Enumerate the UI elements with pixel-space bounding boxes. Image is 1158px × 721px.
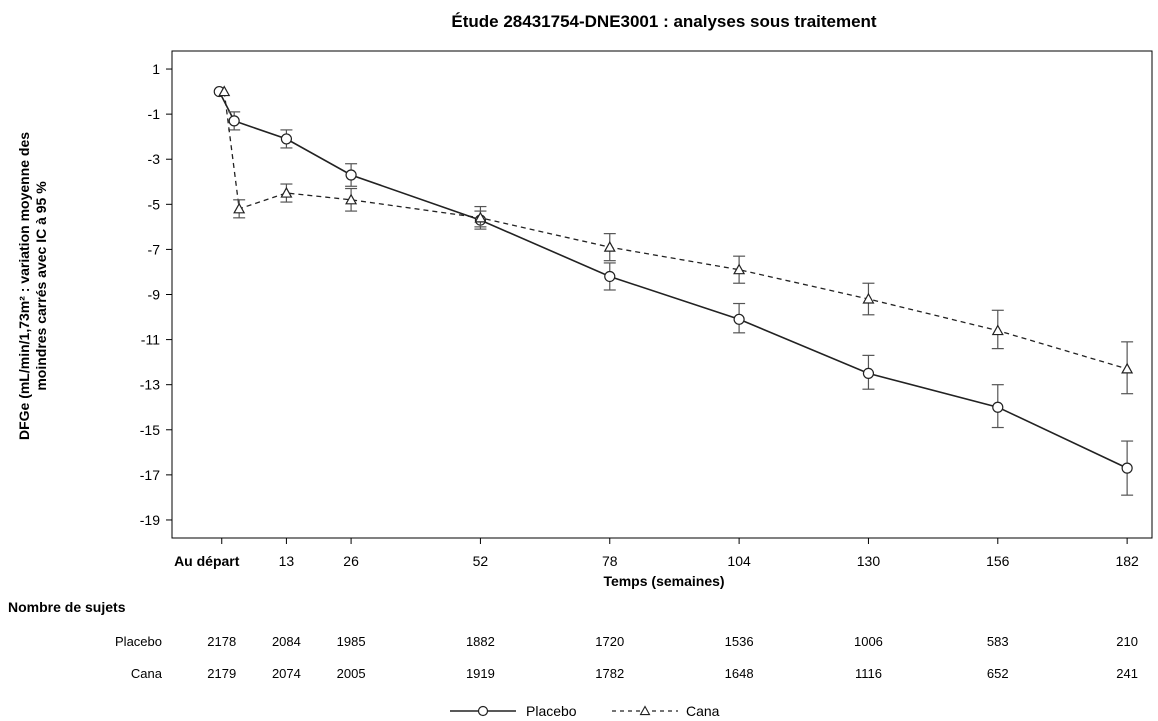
subjects-table-heading: Nombre de sujets: [8, 599, 126, 615]
subjects-count: 1882: [466, 634, 495, 649]
y-tick-label: -7: [148, 241, 161, 257]
data-point-cana: [280, 186, 293, 198]
legend-marker-placebo: [477, 705, 489, 717]
subjects-count: 1782: [595, 666, 624, 681]
subjects-count: 2178: [207, 634, 236, 649]
data-point-cana: [474, 211, 487, 223]
subjects-count: 1648: [725, 666, 754, 681]
series-line-cana: [223, 91, 1128, 370]
subjects-count: 2084: [272, 634, 301, 649]
y-tick-label: -13: [140, 377, 160, 393]
data-point-placebo: [992, 401, 1004, 413]
y-tick-label: -1: [148, 106, 161, 122]
data-point-cana: [991, 324, 1004, 336]
legend: Placebo Cana: [450, 703, 720, 719]
data-point-cana: [603, 240, 616, 252]
series-layer: [213, 85, 1134, 496]
x-tick-label: 156: [986, 553, 1010, 569]
y-axis: 1 -1 -3 -5 -7 -9 -11 -13 -15 -17 -19: [140, 61, 172, 528]
y-tick-label: -11: [141, 332, 160, 348]
data-point-cana: [1121, 362, 1134, 374]
y-axis-label-line2: moindres carrés avec IC à 95 %: [33, 181, 49, 391]
subjects-count: 2005: [337, 666, 366, 681]
subjects-row-label: Placebo: [115, 634, 162, 649]
data-point-placebo: [1121, 462, 1133, 474]
subjects-count: 2074: [272, 666, 301, 681]
y-tick-label: -15: [140, 422, 160, 438]
data-point-placebo: [345, 169, 357, 181]
x-tick-label: 13: [279, 553, 295, 569]
chart-title: Étude 28431754-DNE3001 : analyses sous t…: [451, 12, 877, 31]
subjects-count: 583: [987, 634, 1009, 649]
data-point-cana: [233, 202, 246, 214]
y-tick-label: -5: [148, 196, 161, 212]
subjects-count: 241: [1116, 666, 1138, 681]
legend-marker-cana: [639, 705, 651, 716]
x-tick-label: Au départ: [174, 553, 240, 569]
x-axis: Au départ 13 26 52 78 104 130 156 182: [174, 538, 1139, 569]
subjects-count: 1006: [854, 634, 883, 649]
subjects-count: 2179: [207, 666, 236, 681]
subjects-count: 652: [987, 666, 1009, 681]
x-tick-label: 52: [473, 553, 489, 569]
data-point-placebo: [733, 313, 745, 325]
x-tick-label: 130: [857, 553, 881, 569]
data-point-cana: [733, 263, 746, 275]
subjects-count: 1720: [595, 634, 624, 649]
y-axis-label-line1: DFGe (mL/min/1,73m² : variation moyenne …: [16, 132, 32, 440]
x-tick-label: 104: [727, 553, 751, 569]
subjects-table: Placebo 2178 2084 1985 1882 1720 1536 1006 583 21…: [115, 634, 1138, 681]
x-tick-label: 182: [1115, 553, 1139, 569]
subjects-count: 210: [1116, 634, 1138, 649]
subjects-count: 1536: [725, 634, 754, 649]
subjects-count: 1985: [337, 634, 366, 649]
x-tick-label: 78: [602, 553, 618, 569]
x-tick-label: 26: [343, 553, 359, 569]
subjects-row-label: Cana: [131, 666, 163, 681]
subjects-count: 1116: [855, 666, 882, 681]
x-axis-label: Temps (semaines): [603, 573, 724, 589]
data-point-cana: [862, 292, 875, 304]
y-tick-label: -19: [140, 512, 160, 528]
y-tick-label: -17: [140, 467, 160, 483]
data-point-placebo: [280, 133, 293, 145]
legend-label-cana: Cana: [686, 703, 720, 719]
y-tick-label: -9: [148, 287, 161, 303]
data-point-cana: [345, 193, 358, 205]
data-point-placebo: [862, 367, 875, 380]
legend-label-placebo: Placebo: [526, 703, 577, 719]
y-tick-label: -3: [148, 151, 161, 167]
subjects-count: 1919: [466, 666, 495, 681]
data-point-placebo: [604, 270, 616, 283]
data-point-placebo: [228, 115, 240, 127]
series-line-placebo: [218, 91, 1128, 469]
data-point-cana: [218, 85, 231, 97]
y-tick-label: 1: [152, 61, 160, 77]
